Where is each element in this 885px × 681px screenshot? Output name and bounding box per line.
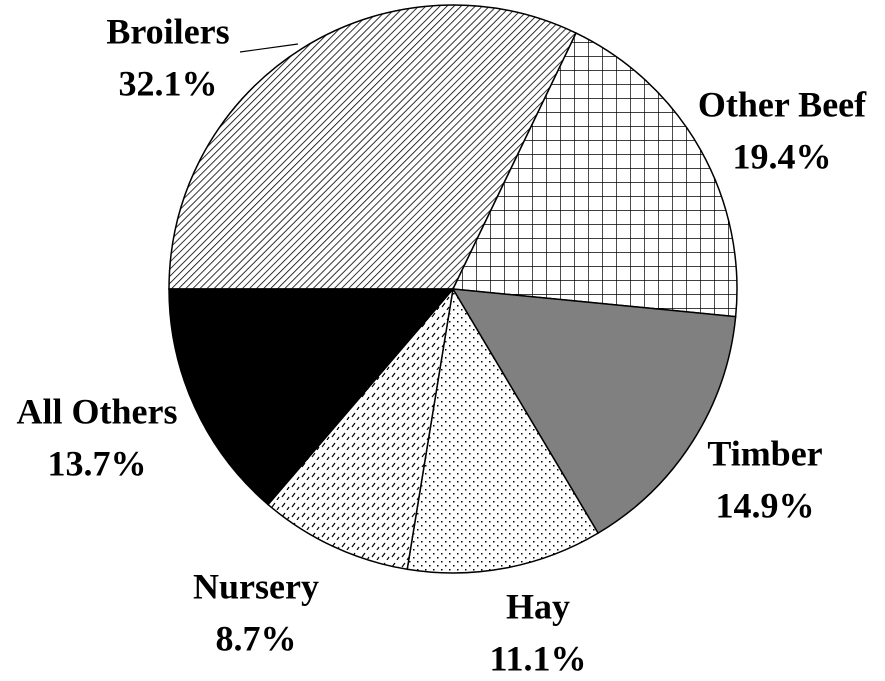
pie-slice	[267, 286, 455, 571]
pie-slice	[451, 288, 737, 535]
slice-label: Timber	[707, 433, 822, 473]
pie-slice	[168, 4, 578, 290]
slice-value-label: 13.7%	[48, 443, 147, 483]
slice-value-label: 19.4%	[733, 136, 832, 176]
slice-value-label: 14.9%	[716, 485, 815, 525]
slice-label: All Others	[17, 391, 178, 431]
pie-slice	[451, 32, 738, 318]
slice-label: Other Beef	[698, 84, 867, 124]
pie-slice	[406, 286, 600, 574]
slice-label: Hay	[506, 586, 570, 626]
slice-value-label: 32.1%	[119, 63, 218, 103]
slice-value-label: 11.1%	[489, 638, 586, 678]
slice-label: Broilers	[106, 11, 229, 51]
slice-value-label: 8.7%	[216, 618, 297, 658]
slice-label: Nursery	[193, 566, 319, 606]
pie-slice	[168, 288, 455, 506]
leader-line	[239, 43, 299, 53]
